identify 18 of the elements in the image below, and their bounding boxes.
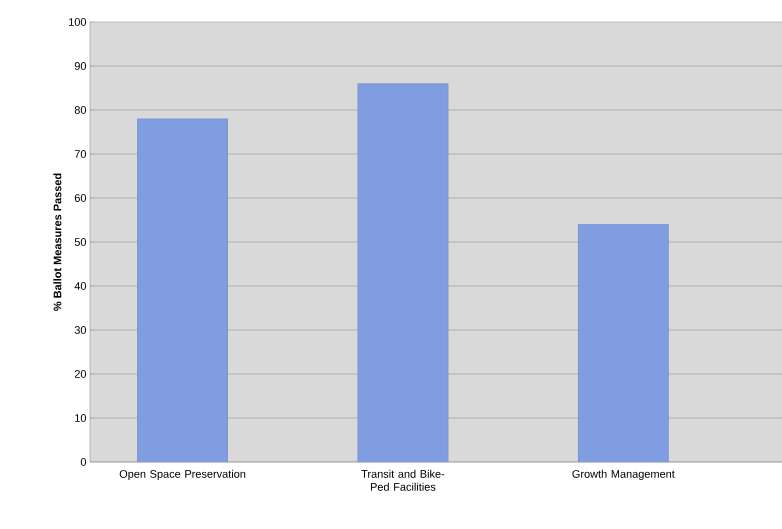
y-tick-label: 80: [74, 106, 86, 114]
y-tick-label: 90: [74, 62, 86, 70]
y-tick-label: 20: [74, 370, 86, 378]
y-tick-label: 50: [74, 238, 86, 246]
x-tick-label: Growth Management: [572, 470, 675, 480]
x-tick-label: Transit and Bike-Ped Facilities: [361, 470, 444, 491]
bar: [358, 83, 448, 462]
y-tick-label: 100: [69, 18, 86, 26]
y-tick-label: 0: [80, 458, 86, 466]
y-tick-label: 10: [75, 414, 86, 422]
y-tick-label: 60: [74, 194, 86, 202]
bar: [578, 224, 669, 462]
x-tick-label: Open Space Preservation: [120, 470, 246, 480]
y-axis-title: % Ballot Measures Passed: [53, 174, 62, 311]
y-tick-label: 40: [74, 282, 86, 290]
bar: [137, 118, 228, 462]
y-tick-label: 70: [74, 150, 86, 158]
y-tick-label: 30: [74, 326, 86, 334]
